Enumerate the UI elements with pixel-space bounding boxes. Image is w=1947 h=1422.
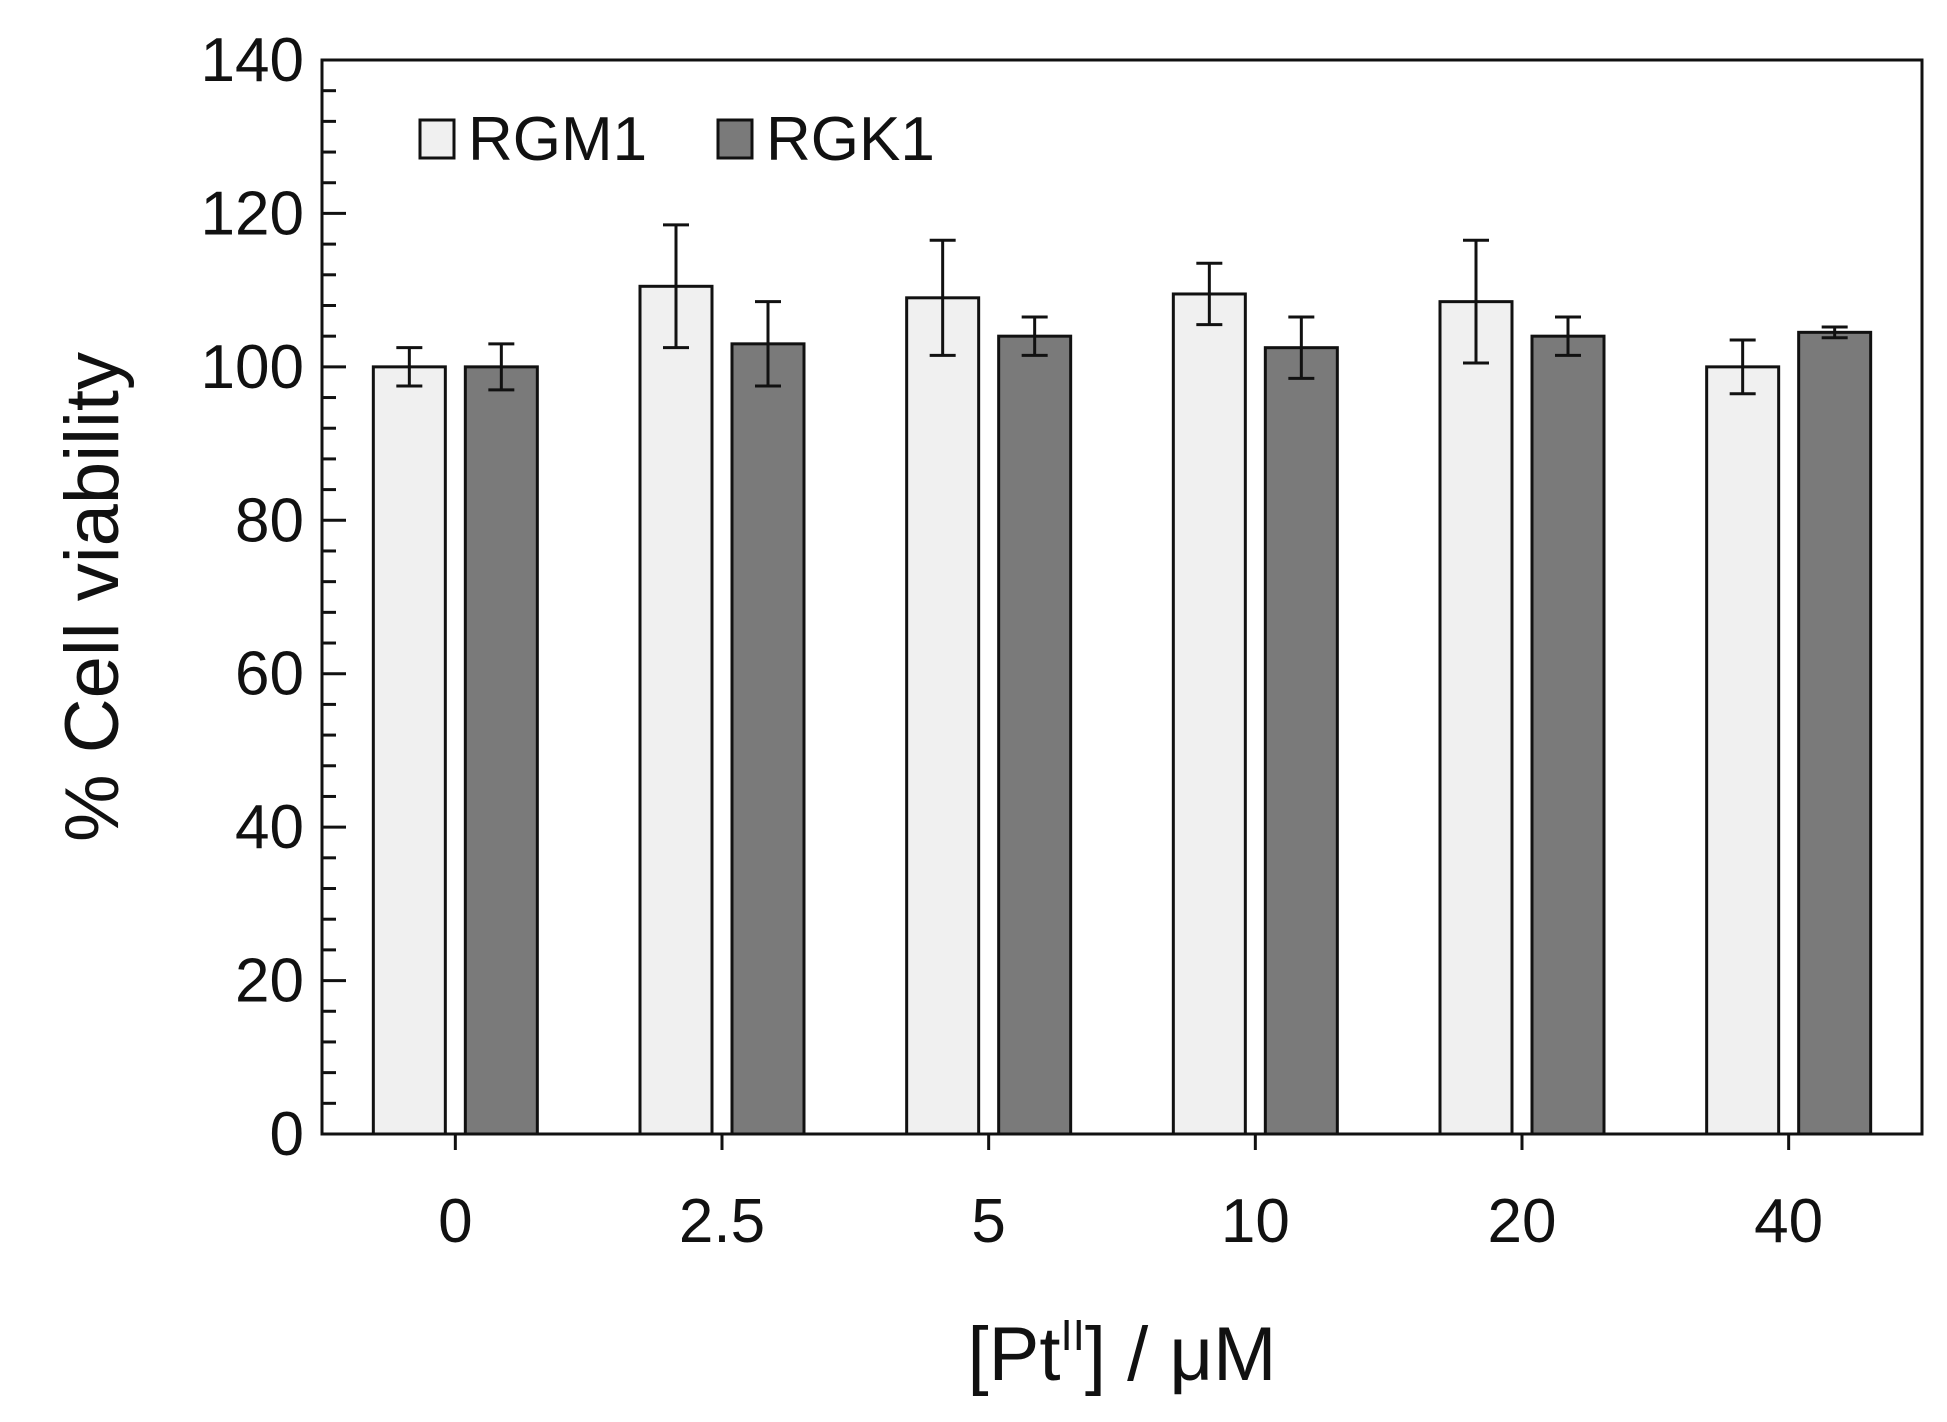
bar-rgk1 — [463, 365, 539, 1136]
legend-label-rgm1: RGM1 — [468, 105, 647, 174]
x-axis: 0 2.5 5 10 20 40 — [438, 1134, 1823, 1256]
x-tick-label: 0 — [438, 1187, 472, 1256]
legend-swatch-rgk1 — [716, 118, 754, 160]
y-tick-label: 100 — [201, 333, 304, 402]
plot-frame — [320, 58, 1924, 1136]
bar-rgm1 — [1171, 292, 1247, 1136]
legend-swatch-rgm1 — [418, 118, 456, 160]
x-tick-label: 40 — [1754, 1187, 1823, 1256]
y-axis: 0 20 40 60 80 100 120 140 — [201, 26, 346, 1169]
bar-rgm1 — [905, 296, 981, 1136]
y-tick-label: 20 — [235, 947, 304, 1016]
bars-group — [371, 284, 1873, 1136]
bar-rgk1 — [1263, 346, 1339, 1136]
y-tick-label: 0 — [270, 1100, 304, 1169]
x-tick-label: 20 — [1488, 1187, 1557, 1256]
bar-rgk1 — [1797, 330, 1873, 1136]
error-bars-group — [396, 223, 1848, 396]
x-tick-label: 5 — [971, 1187, 1005, 1256]
y-tick-label: 120 — [201, 179, 304, 248]
x-axis-title-rest: ] / μM — [1085, 1312, 1277, 1397]
bar-rgk1 — [730, 342, 806, 1136]
x-axis-title-main: [Pt — [968, 1312, 1061, 1397]
x-axis-title-superscript: II — [1060, 1311, 1084, 1360]
legend: RGM1 RGK1 — [418, 105, 935, 174]
bar-rgm1 — [1705, 365, 1781, 1136]
y-axis-title: % Cell viability — [50, 352, 135, 842]
x-axis-title: [PtII] / μM — [968, 1311, 1277, 1397]
legend-label-rgk1: RGK1 — [766, 105, 935, 174]
bar-rgm1 — [638, 284, 714, 1136]
x-tick-label: 10 — [1221, 1187, 1290, 1256]
y-tick-label: 140 — [201, 26, 304, 95]
y-tick-label: 60 — [235, 640, 304, 709]
bar-rgk1 — [1530, 334, 1606, 1136]
y-tick-label: 40 — [235, 793, 304, 862]
bar-rgk1 — [997, 334, 1073, 1136]
bar-rgm1 — [371, 365, 447, 1136]
y-tick-label: 80 — [235, 486, 304, 555]
bar-rgm1 — [1438, 300, 1514, 1136]
x-tick-label: 2.5 — [679, 1187, 765, 1256]
